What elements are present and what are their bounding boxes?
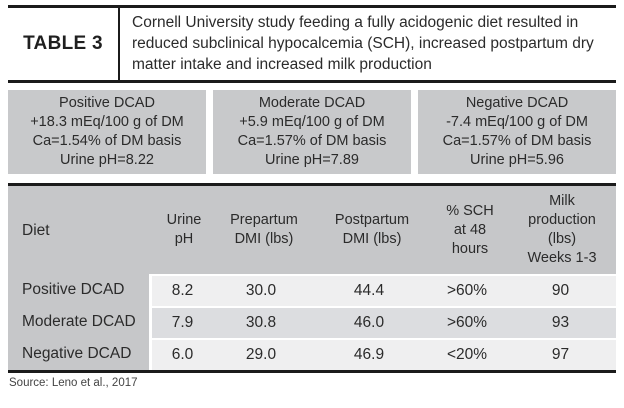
cell-postpartum-dmi: 46.9 <box>353 346 385 363</box>
data-table: Diet Urine pH Prepartum DMI (lbs) Postpa… <box>8 183 616 373</box>
column-header-prepartum-dmi: Prepartum DMI (lbs) <box>230 212 298 247</box>
cell-urine-ph: 6.0 <box>171 346 194 363</box>
table-body: Positive DCAD Moderate DCAD Negative DCA… <box>8 274 616 370</box>
column-header-milk: Milk production (lbs) Weeks 1-3 <box>527 193 597 266</box>
dcad-box-title: Moderate DCAD <box>258 95 366 111</box>
column-header-urine-ph: Urine pH <box>166 212 202 247</box>
cell-urine-ph: 7.9 <box>171 314 194 331</box>
dcad-box-title: Positive DCAD <box>59 95 155 111</box>
source-citation: Source: Leno et al., 2017 <box>9 377 138 389</box>
dcad-box-title: Negative DCAD <box>465 95 569 111</box>
dcad-box-positive: Positive DCAD +18.3 mEq/100 g of DM Ca=1… <box>8 90 206 174</box>
dcad-box-line: Ca=1.57% of DM basis <box>237 133 387 149</box>
cell-milk: 90 <box>551 282 570 299</box>
cell-prepartum-dmi: 30.8 <box>245 314 277 331</box>
dcad-box-line: Ca=1.54% of DM basis <box>32 133 182 149</box>
dcad-box-line: +18.3 mEq/100 g of DM <box>30 114 184 130</box>
cell-prepartum-dmi: 30.0 <box>245 282 277 299</box>
dcad-box-line: +5.9 mEq/100 g of DM <box>239 114 385 130</box>
dcad-box-line: -7.4 mEq/100 g of DM <box>446 114 588 130</box>
table-figure: TABLE 3 Cornell University study feeding… <box>8 5 616 389</box>
dcad-box-line: Urine pH=5.96 <box>470 152 564 168</box>
cell-sch: >60% <box>446 314 488 331</box>
cell-sch: <20% <box>446 346 488 363</box>
table-caption: Cornell University study feeding a fully… <box>132 14 594 73</box>
table-header-row: Diet Urine pH Prepartum DMI (lbs) Postpa… <box>8 186 616 274</box>
table-number-label: TABLE 3 <box>8 8 120 80</box>
title-section: TABLE 3 Cornell University study feeding… <box>8 5 616 83</box>
cell-milk: 93 <box>551 314 570 331</box>
table-row: 6.0 29.0 46.9 <20% 97 <box>152 340 616 370</box>
diet-cell-positive: Positive DCAD <box>22 281 125 298</box>
dcad-summary-row: Positive DCAD +18.3 mEq/100 g of DM Ca=1… <box>8 90 616 174</box>
dcad-box-line: Urine pH=7.89 <box>265 152 359 168</box>
dcad-box-line: Urine pH=8.22 <box>60 152 154 168</box>
column-header-diet: Diet <box>22 221 50 239</box>
dcad-box-negative: Negative DCAD -7.4 mEq/100 g of DM Ca=1.… <box>418 90 616 174</box>
diet-cell-negative: Negative DCAD <box>22 345 132 362</box>
column-header-sch: % SCH at 48 hours <box>446 202 494 257</box>
cell-milk: 97 <box>551 346 570 363</box>
cell-sch: >60% <box>446 282 488 299</box>
dcad-box-moderate: Moderate DCAD +5.9 mEq/100 g of DM Ca=1.… <box>213 90 411 174</box>
cell-prepartum-dmi: 29.0 <box>245 346 277 363</box>
diet-column: Positive DCAD Moderate DCAD Negative DCA… <box>8 274 149 370</box>
table-row: 7.9 30.8 46.0 >60% 93 <box>152 308 616 338</box>
cell-urine-ph: 8.2 <box>171 282 194 299</box>
data-rows: 8.2 30.0 44.4 >60% 90 7.9 30.8 46.0 >60%… <box>152 274 616 370</box>
column-header-postpartum-dmi: Postpartum DMI (lbs) <box>334 212 410 247</box>
cell-postpartum-dmi: 46.0 <box>353 314 385 331</box>
diet-cell-moderate: Moderate DCAD <box>22 313 136 330</box>
dcad-box-line: Ca=1.57% of DM basis <box>442 133 592 149</box>
table-row: 8.2 30.0 44.4 >60% 90 <box>152 276 616 306</box>
cell-postpartum-dmi: 44.4 <box>353 282 385 299</box>
